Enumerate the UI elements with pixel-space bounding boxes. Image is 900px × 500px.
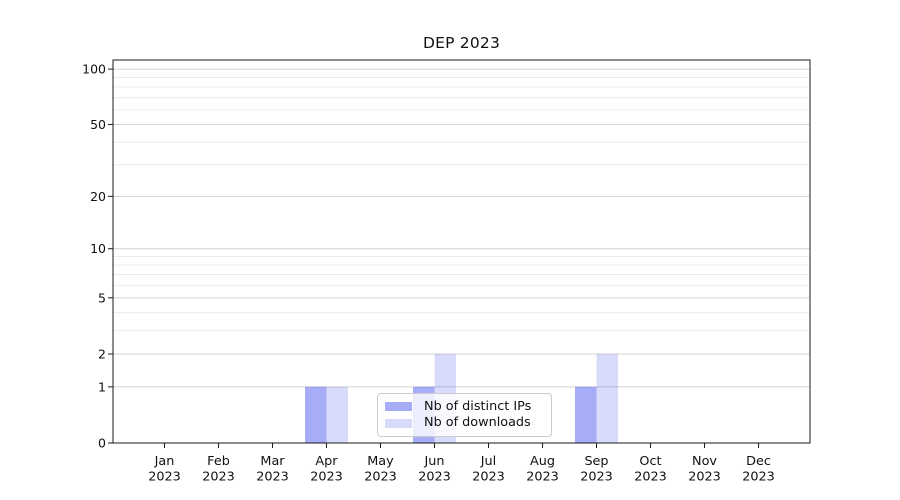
x-tick-label-year: 2023 — [742, 470, 775, 485]
x-tick-label-month: Jul — [480, 454, 496, 469]
x-tick-label-year: 2023 — [526, 470, 559, 485]
legend-label-downloads: Nb of downloads — [424, 414, 531, 430]
bar-distinct-ips — [305, 386, 327, 443]
x-tick-label-year: 2023 — [634, 470, 667, 485]
x-tick-label-month: Apr — [315, 454, 338, 469]
legend-item-downloads: Nb of downloads — [385, 414, 543, 430]
x-tick-label-year: 2023 — [580, 470, 613, 485]
x-tick-label-year: 2023 — [688, 470, 721, 485]
legend-label-distinct-ips: Nb of distinct IPs — [424, 398, 532, 414]
legend-swatch-distinct-ips — [385, 402, 412, 412]
legend-swatch-downloads — [385, 418, 412, 428]
plot-border — [112, 59, 811, 444]
x-tick-label-month: Mar — [260, 454, 285, 469]
x-tick-label-year: 2023 — [418, 470, 451, 485]
y-tick-label: 20 — [90, 189, 106, 204]
x-tick-label-year: 2023 — [202, 470, 235, 485]
bar-distinct-ips — [575, 386, 597, 443]
x-tick-label-month: Oct — [639, 454, 661, 469]
x-tick-label-month: Nov — [692, 454, 717, 469]
y-tick-label: 0 — [98, 436, 106, 451]
chart-title: DEP 2023 — [422, 34, 501, 52]
x-tick-label-year: 2023 — [364, 470, 397, 485]
y-tick-label: 1 — [98, 379, 106, 394]
legend: Nb of distinct IPs Nb of downloads — [377, 393, 552, 437]
x-tick-label-year: 2023 — [472, 470, 505, 485]
x-tick-label-year: 2023 — [310, 470, 343, 485]
y-tick-label: 2 — [98, 346, 106, 361]
x-tick-label-month: May — [367, 454, 394, 469]
y-tick-label: 10 — [90, 241, 106, 256]
x-tick-label-year: 2023 — [256, 470, 289, 485]
bar-downloads — [326, 386, 348, 443]
x-tick-label-month: Dec — [746, 454, 771, 469]
bar-downloads — [596, 353, 618, 443]
legend-item-distinct-ips: Nb of distinct IPs — [385, 398, 543, 414]
y-tick-label: 5 — [98, 290, 106, 305]
x-tick-label-month: Jun — [424, 454, 445, 469]
x-tick-label-month: Aug — [530, 454, 555, 469]
x-tick-label-month: Feb — [207, 454, 230, 469]
x-tick-label-month: Jan — [154, 454, 175, 469]
y-tick-label: 100 — [82, 62, 106, 77]
y-tick-label: 50 — [90, 117, 106, 132]
x-tick-label-year: 2023 — [148, 470, 181, 485]
x-tick-label-month: Sep — [584, 454, 608, 469]
